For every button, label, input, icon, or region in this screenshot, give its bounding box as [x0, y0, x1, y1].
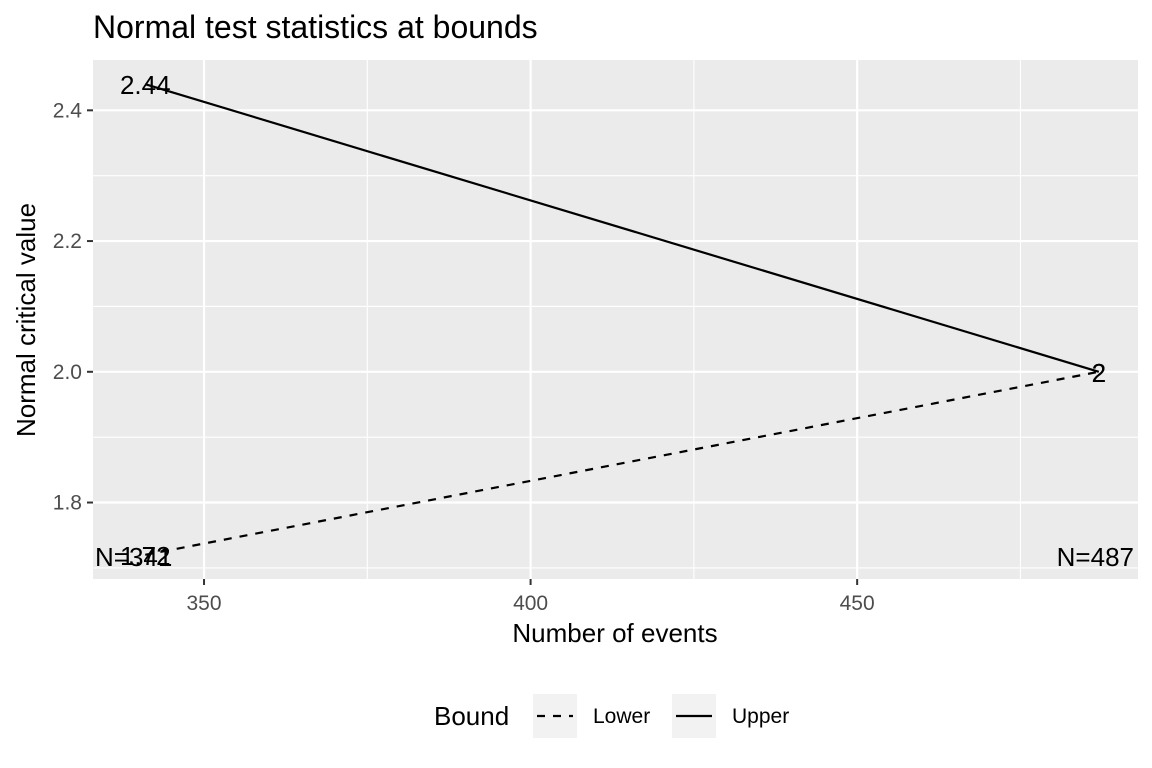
x-axis-ticks: 350 400 450	[187, 579, 875, 615]
data-label-lower: 2	[1092, 358, 1106, 388]
grid-lines	[93, 60, 1138, 579]
data-label-lower: 1.72	[120, 541, 171, 571]
y-tick-label: 2.4	[53, 99, 83, 122]
legend-title: Bound	[434, 701, 509, 731]
series-line-upper	[144, 83, 1100, 373]
x-axis-title: Number of events	[512, 618, 717, 648]
series-lines	[144, 83, 1100, 556]
x-tick-label: 450	[840, 592, 875, 615]
y-tick-label: 2.2	[53, 230, 82, 253]
y-axis-ticks: 1.8 2.0 2.2 2.4	[53, 99, 93, 515]
data-label-upper: 2.44	[120, 70, 171, 100]
legend-label-lower: Lower	[593, 705, 650, 728]
annotation-n-end: N=487	[1057, 542, 1134, 572]
annotation-n-start: N=341	[95, 542, 172, 572]
chart-title: Normal test statistics at bounds	[93, 9, 538, 45]
series-line-lower	[145, 370, 1100, 556]
data-label-upper: 2	[1092, 358, 1106, 388]
x-tick-label: 400	[513, 592, 548, 615]
y-axis-title: Normal critical value	[11, 203, 41, 437]
x-tick-label: 350	[187, 592, 222, 615]
plot-panel	[93, 60, 1138, 579]
y-tick-label: 2.0	[53, 361, 82, 384]
legend: Bound Lower Upper	[434, 694, 789, 738]
legend-label-upper: Upper	[732, 705, 789, 728]
y-tick-label: 1.8	[53, 492, 82, 515]
